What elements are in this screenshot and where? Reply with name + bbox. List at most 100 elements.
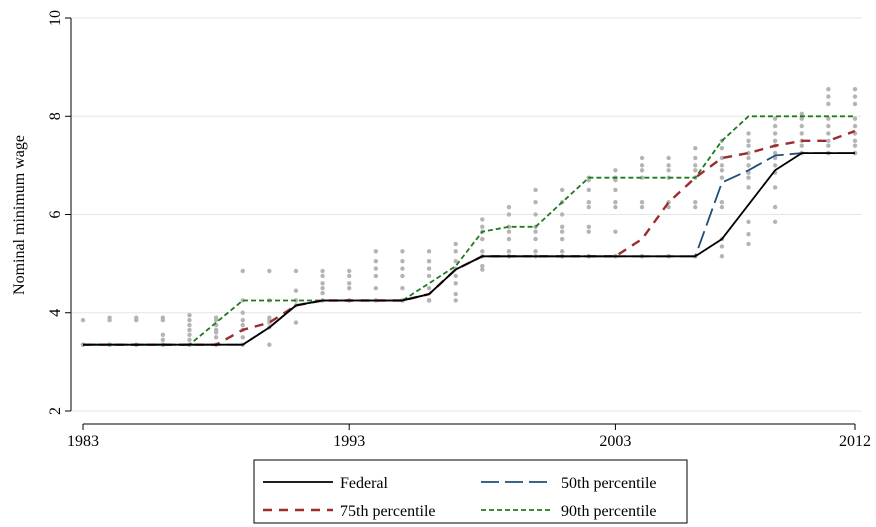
state-point-1995-6 [400,258,405,264]
state-point-1992-7 [320,268,325,274]
state-point-2004-4 [639,175,645,180]
state-point-2009-9 [772,131,778,136]
state-point-2011-7 [826,101,831,107]
legend-item-75th-percentile: 75th percentile [263,503,436,520]
state-point-1987-4 [187,327,192,333]
state-point-2011-2 [826,143,831,148]
gridlines [72,17,862,412]
state-point-2009-1 [772,204,778,210]
state-point-1995-7 [400,249,405,254]
legend-label-50th-percentile: 50th percentile [561,475,657,492]
state-point-1993-3 [347,285,352,291]
state-point-2011-4 [826,131,831,136]
state-point-1999-4 [506,229,512,234]
state-point-1994-6 [373,258,379,264]
state-point-1993-4 [347,281,352,286]
state-point-2011-8 [826,94,831,99]
state-point-1997-6 [453,249,458,254]
state-point-1998-6 [480,224,485,229]
state-point-2011-5 [826,123,831,129]
state-point-1987-7 [187,313,192,318]
state-point-1992-3 [320,290,325,296]
state-point-2009-4 [772,163,778,168]
state-point-1986-6 [160,315,166,320]
state-point-2006-8 [693,145,698,151]
state-point-2012-7 [852,101,858,107]
state-point-2000-7 [533,200,538,205]
state-point-1994-5 [373,266,379,271]
state-point-1994-4 [373,273,379,279]
legend-label-90th-percentile: 90th percentile [561,503,657,520]
state-point-2003-3 [613,204,618,210]
state-point-1996-3 [426,285,432,291]
x-ticks: 1983 1993 2003 2012 [67,424,871,450]
state-point-1994-3 [373,285,379,291]
state-point-1996-5 [426,266,432,271]
series-line-federal [83,152,855,346]
state-point-1997-2 [453,281,458,286]
state-point-1999-3 [506,236,512,242]
state-point-1990-4 [267,315,272,320]
state-point-1997-7 [453,241,458,247]
state-point-2010-2 [799,143,804,148]
state-point-2010-6 [799,116,804,121]
state-point-2011-9 [826,87,831,92]
state-point-1988-4 [213,327,219,333]
state-point-1989-3 [240,322,245,328]
state-point-2000-2 [533,249,538,254]
state-point-1991-0 [293,320,299,325]
state-point-1989-7 [240,268,245,274]
state-point-2010-7 [799,111,804,116]
state-point-2007-9 [719,145,725,151]
state-point-2007-5 [719,175,725,180]
state-point-2001-4 [559,229,565,234]
state-point-2003-5 [613,187,618,193]
state-point-2002-2 [586,229,591,234]
state-point-2012-9 [852,87,858,92]
state-point-1992-4 [320,285,325,291]
state-point-2012-5 [852,123,858,129]
state-point-2005-5 [666,168,671,173]
x-tick-label-1993: 1993 [333,433,365,450]
state-point-2007-0 [719,254,725,259]
state-point-1997-3 [453,273,458,279]
state-point-1995-5 [400,266,405,271]
state-point-2010-5 [799,123,804,129]
state-point-1989-4 [240,317,245,323]
state-point-2000-4 [533,229,538,234]
state-point-1986-4 [160,332,166,338]
state-point-2001-5 [559,224,565,229]
series-line-p90 [83,115,855,346]
state-point-2005-6 [666,163,671,168]
y-ticks: 2 4 6 8 10 [47,10,71,415]
y-tick-label-6: 6 [47,211,64,219]
x-tick-label-1983: 1983 [67,433,99,450]
state-point-2004-5 [639,168,645,173]
state-point-2006-5 [693,168,698,173]
state-point-1989-6 [240,298,245,303]
state-point-2002-4 [586,204,591,210]
state-point-1987-5 [187,322,192,328]
state-point-1993-6 [347,268,352,274]
state-point-2005-7 [666,155,671,161]
state-point-1998-0 [480,267,485,272]
legend-label-federal: Federal [340,475,389,492]
state-point-1987-2 [187,337,192,342]
state-point-1996-2 [426,298,432,303]
state-point-2004-3 [639,200,645,205]
legend-label-75th-percentile: 75th percentile [340,503,436,520]
state-point-2004-2 [639,204,645,210]
state-point-2012-2 [852,143,858,148]
state-point-1988-2 [213,335,219,340]
state-point-2010-4 [799,131,804,136]
state-point-2011-3 [826,138,831,144]
state-point-2005-2 [666,204,671,210]
state-point-2008-2 [746,219,751,225]
legend-item-90th-percentile: 90th percentile [481,503,657,520]
state-point-1984-4 [107,315,112,320]
state-point-2009-6 [772,150,778,156]
state-point-2008-6 [746,163,751,168]
legend-item-federal: Federal [263,475,389,492]
state-point-1998-7 [480,217,485,222]
